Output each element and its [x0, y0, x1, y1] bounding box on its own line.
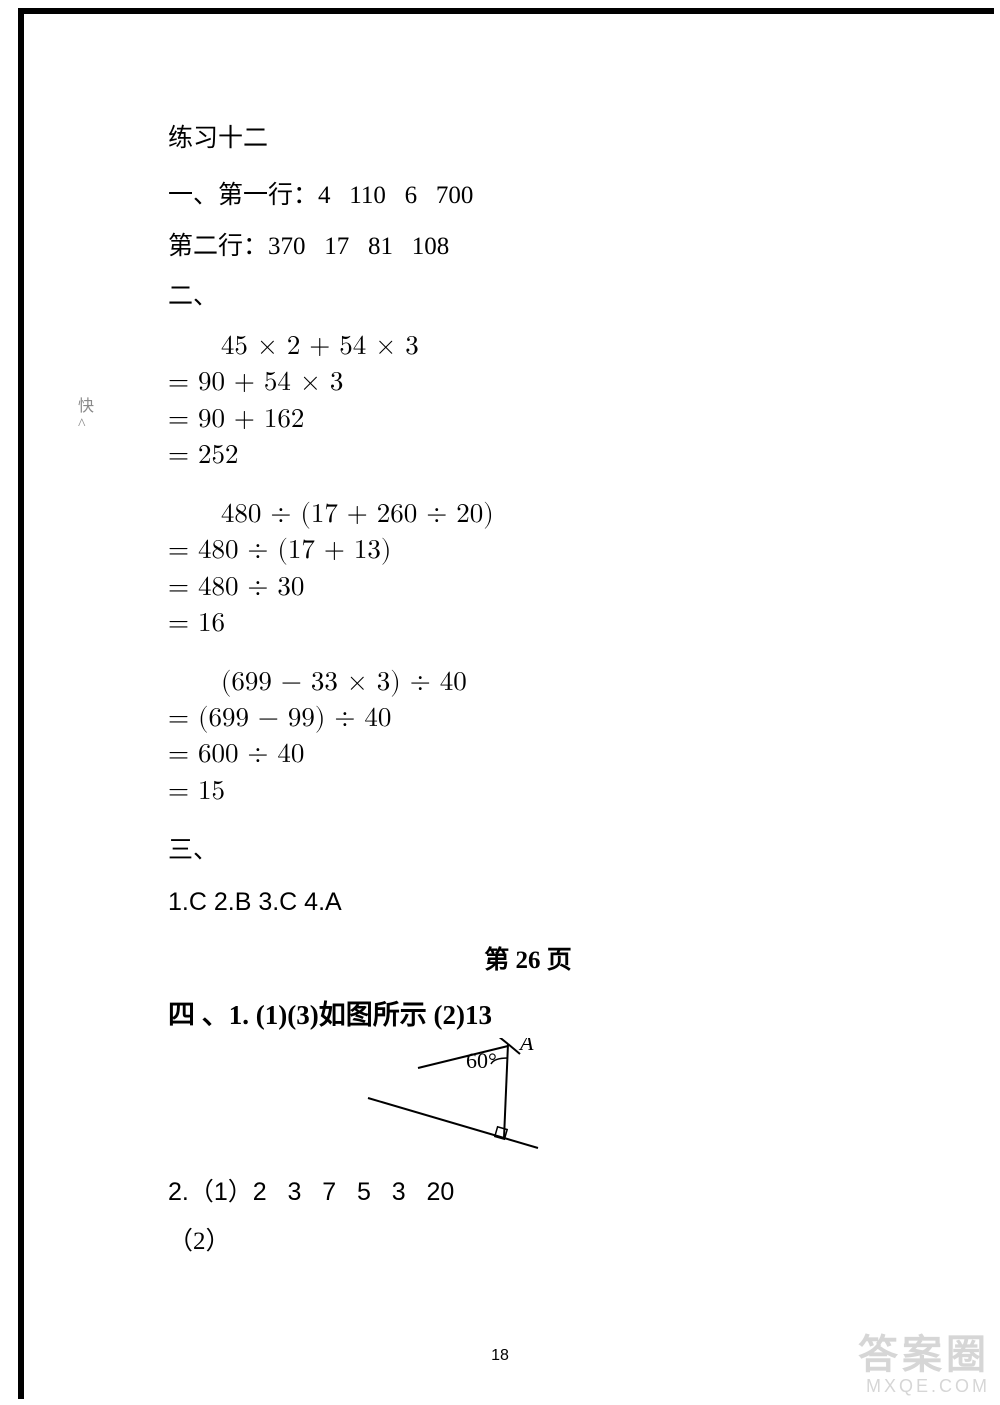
page-content: 练习十二 一、第一行：4 110 6 700 第二行：370 17 81 108… [168, 120, 888, 1274]
calc1-l3: = 90 + 162 [168, 402, 888, 438]
watermark-line1: 答案圈 [858, 1322, 990, 1380]
s1-row1-label: 第一行： [218, 182, 318, 209]
stray-l2: ^ [78, 416, 94, 434]
geometry-diagram: 60° A [208, 1038, 888, 1163]
stray-l1: 快 [78, 398, 94, 416]
angle-label: 60° [466, 1048, 497, 1073]
s4-q2-part2: （2） [168, 1223, 888, 1262]
calc2-l4: = 16 [168, 606, 888, 642]
calc3-l2: = (699 − 99) ÷ 40 [168, 701, 888, 737]
page-number: 18 [0, 1347, 1000, 1365]
calc1-l1: 45 × 2 + 54 × 3 [168, 329, 888, 365]
s1-row2-values: 370 17 81 108 [268, 233, 449, 260]
section-4-heading: 四 、1. (1)(3)如图所示 (2)13 [168, 993, 888, 1032]
calc-1: 45 × 2 + 54 × 3 = 90 + 54 × 3 = 90 + 162… [168, 329, 888, 475]
calc-2: 480 ÷ (17 + 260 ÷ 20) = 480 ÷ (17 + 13) … [168, 497, 888, 643]
calc2-l1: 480 ÷ (17 + 260 ÷ 20) [168, 497, 888, 533]
calc2-l3: = 480 ÷ 30 [168, 570, 888, 606]
watermark: 答案圈 MXQE.COM [858, 1322, 990, 1397]
s1-row2-label: 第二行： [168, 233, 268, 260]
calc-3: (699 − 33 × 3) ÷ 40 = (699 − 99) ÷ 40 = … [168, 665, 888, 811]
calc3-l1: (699 − 33 × 3) ÷ 40 [168, 665, 888, 701]
calc1-l2: = 90 + 54 × 3 [168, 365, 888, 401]
calc2-l2: = 480 ÷ (17 + 13) [168, 533, 888, 569]
calc3-l3: = 600 ÷ 40 [168, 737, 888, 773]
calc3-l4: = 15 [168, 774, 888, 810]
stray-mark: 快 ^ [78, 398, 94, 433]
page-ref: 第 26 页 [168, 942, 888, 981]
s4-q2-part1: 2.（1）2 3 7 5 3 20 [168, 1173, 888, 1212]
exercise-title: 练习十二 [168, 120, 888, 159]
s4-heading-text: 四 、1. (1)(3)如图所示 (2)13 [168, 1000, 492, 1030]
watermark-line2: MXQE.COM [858, 1376, 990, 1397]
calc1-l4: = 252 [168, 438, 888, 474]
section-1-row1: 一、第一行：4 110 6 700 [168, 177, 888, 216]
s1-label: 一、 [168, 182, 218, 209]
section-1-row2: 第二行：370 17 81 108 [168, 228, 888, 267]
section-3-label: 三、 [168, 832, 888, 871]
section-3-answers: 1.C 2.B 3.C 4.A [168, 883, 888, 922]
s1-row1-values: 4 110 6 700 [318, 182, 473, 209]
section-2-label: 二、 [168, 278, 888, 317]
point-a-label: A [518, 1038, 534, 1055]
